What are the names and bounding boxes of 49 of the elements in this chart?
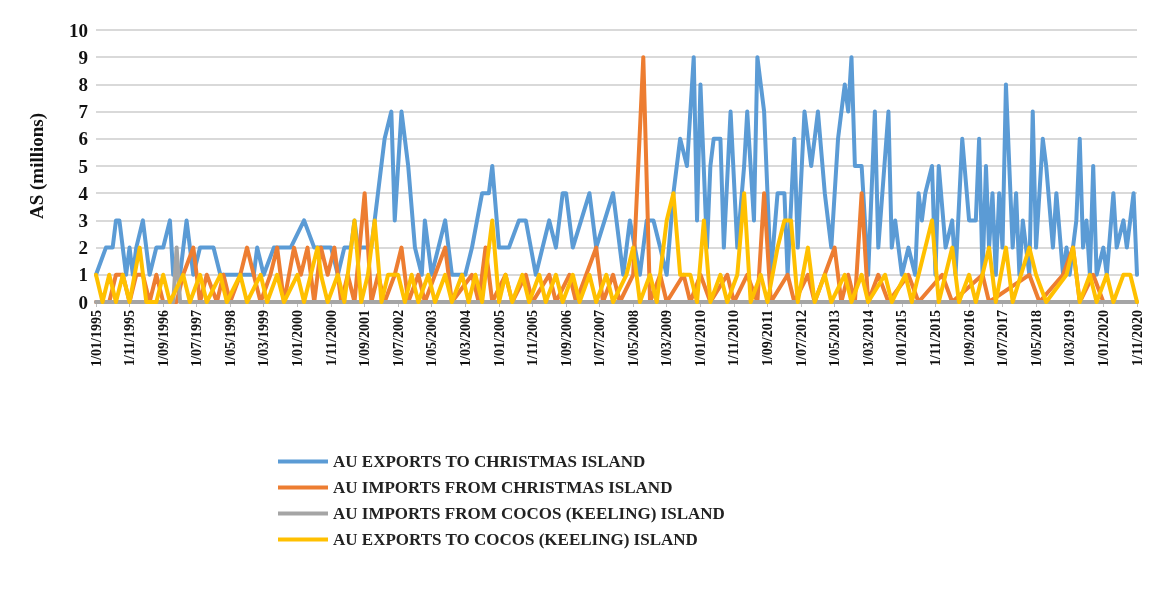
x-tick-label: 1/03/1999	[256, 310, 272, 367]
x-tick-label: 1/07/2002	[390, 310, 406, 367]
x-tick-label: 1/11/2005	[525, 310, 541, 367]
x-tick-label: 1/03/2009	[659, 310, 675, 367]
x-tick-label: 1/05/2013	[827, 310, 843, 367]
x-tick-label: 1/07/2012	[793, 310, 809, 367]
x-tick-label: 1/03/2004	[457, 310, 473, 367]
y-tick-label: 5	[78, 155, 88, 177]
legend-label: AU IMPORTS FROM COCOS (KEELING) ISLAND	[333, 504, 725, 523]
x-tick-label: 1/01/2020	[1095, 310, 1111, 367]
line-series	[94, 191, 1139, 304]
x-tick-label: 1/01/2010	[692, 310, 708, 367]
x-tick-label: 1/05/2008	[625, 310, 641, 367]
y-tick-label: 7	[78, 101, 89, 123]
x-tick-label: 1/11/1995	[122, 310, 138, 367]
x-tick-label: 1/07/2007	[592, 310, 608, 367]
legend-label: AU EXPORTS TO COCOS (KEELING) ISLAND	[333, 530, 698, 549]
x-tick-label: 1/03/2019	[1062, 310, 1078, 367]
y-tick-label: 0	[78, 291, 88, 313]
y-tick-label: 2	[78, 237, 88, 259]
y-tick-label: 1	[78, 264, 88, 286]
y-tick-label: 10	[69, 19, 88, 41]
x-tick-label: 1/11/2020	[1129, 310, 1145, 367]
y-tick-label: 4	[78, 182, 89, 204]
x-tick-label: 1/01/2000	[289, 310, 305, 367]
x-tick-label: 1/01/1995	[88, 310, 104, 367]
y-tick-label: 9	[78, 46, 88, 68]
legend-label: AU IMPORTS FROM CHRISTMAS ISLAND	[333, 478, 673, 497]
x-tick-label: 1/01/2015	[894, 310, 910, 367]
y-axis-title: AS (millions)	[26, 112, 48, 220]
legend-label: AU EXPORTS TO CHRISTMAS ISLAND	[333, 452, 646, 471]
x-tick-label: 1/05/2003	[424, 310, 440, 367]
x-tick-label: 1/09/2011	[760, 310, 776, 367]
x-tick-label: 1/05/2018	[1028, 310, 1044, 367]
x-tick-label: 1/11/2000	[323, 310, 339, 367]
y-tick-label: 8	[78, 73, 88, 95]
x-tick-label: 1/09/1996	[155, 310, 171, 367]
x-tick-label: 1/05/1998	[222, 310, 238, 367]
x-tick-label: 1/07/1997	[189, 310, 205, 367]
x-tick-label: 1/01/2005	[491, 310, 507, 367]
y-tick-label: 6	[78, 128, 88, 150]
x-tick-label: 1/03/2014	[860, 310, 876, 367]
x-tick-label: 1/11/2010	[726, 310, 742, 367]
x-tick-label: 1/09/2001	[357, 310, 373, 367]
x-tick-label: 1/07/2017	[995, 310, 1011, 367]
x-tick-label: 1/09/2016	[961, 310, 977, 367]
x-tick-label: 1/11/2015	[927, 310, 943, 367]
x-tick-label: 1/09/2006	[558, 310, 574, 367]
y-tick-label: 3	[78, 209, 88, 231]
